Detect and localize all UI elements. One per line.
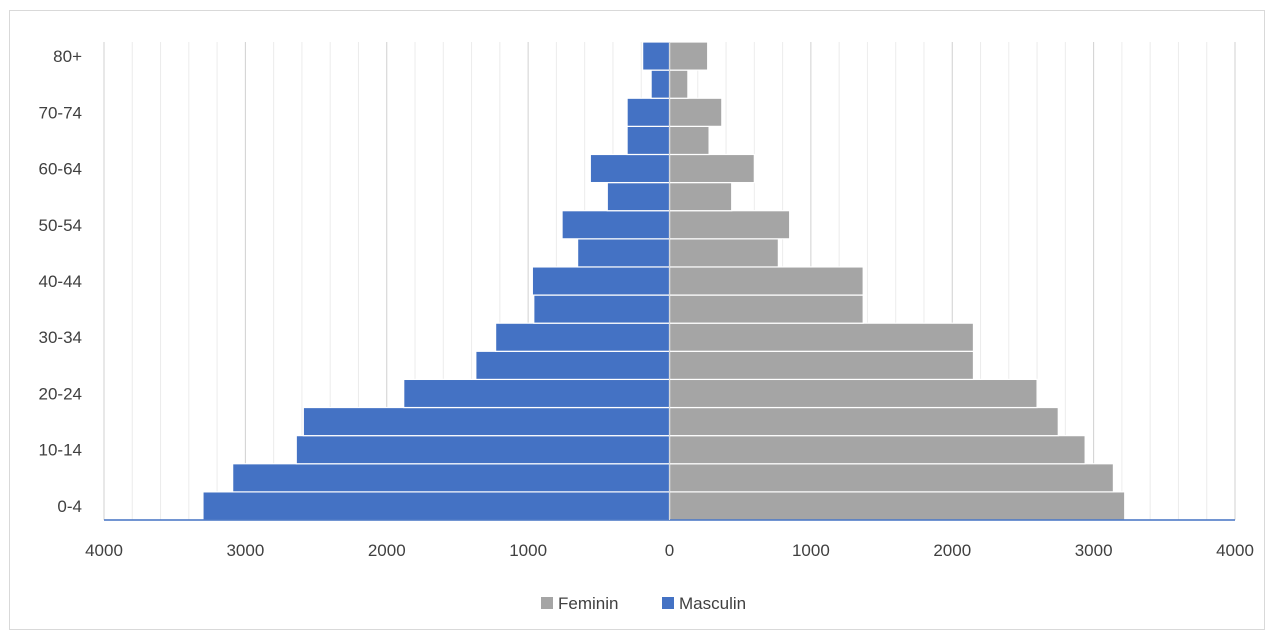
bar-masculin-60-64 <box>589 153 671 184</box>
bar-feminin-35-39 <box>668 294 864 324</box>
x-tick-label: 4000 <box>85 541 123 560</box>
bar-masculin-25-29 <box>475 350 671 381</box>
bar-masculin-55-59 <box>606 181 671 212</box>
bar-masculin-0-4 <box>202 491 671 521</box>
legend-swatch-masculin <box>662 597 674 609</box>
bar-feminin-20-24 <box>668 378 1038 409</box>
bar-masculin-15-19 <box>302 406 671 437</box>
y-tick-label: 0-4 <box>57 497 82 516</box>
bar-feminin-80+ <box>668 41 709 71</box>
bar-masculin-80+ <box>642 41 671 71</box>
bar-masculin-65-69 <box>626 125 671 156</box>
bars <box>202 41 1126 521</box>
y-tick-label: 20-24 <box>39 384 82 403</box>
bar-feminin-70-74 <box>668 97 723 127</box>
bar-feminin-50-54 <box>668 210 791 240</box>
y-tick-label: 10-14 <box>39 441 82 460</box>
x-tick-label: 2000 <box>933 541 971 560</box>
y-tick-label: 80+ <box>53 47 82 66</box>
bar-feminin-10-14 <box>668 435 1086 465</box>
bar-masculin-50-54 <box>561 210 671 240</box>
x-tick-label: 4000 <box>1216 541 1254 560</box>
bar-feminin-5-9 <box>668 463 1115 493</box>
bar-masculin-10-14 <box>295 435 671 465</box>
x-tick-label: 3000 <box>226 541 264 560</box>
bar-feminin-40-44 <box>668 266 864 296</box>
bar-masculin-75-79 <box>650 69 671 99</box>
legend: Feminin Masculin <box>541 594 746 613</box>
bar-masculin-35-39 <box>533 294 671 324</box>
bar-masculin-20-24 <box>403 378 671 409</box>
y-tick-label: 50-54 <box>39 216 82 235</box>
bar-feminin-25-29 <box>668 350 975 381</box>
bar-feminin-75-79 <box>668 69 689 99</box>
bar-feminin-45-49 <box>668 238 779 268</box>
bar-masculin-70-74 <box>626 97 671 127</box>
y-tick-label: 60-64 <box>39 160 82 179</box>
x-tick-label: 3000 <box>1075 541 1113 560</box>
y-axis-ticks: 0-4 10-14 20-24 30-34 40-44 50-54 60-64 70-74 80… <box>39 47 83 516</box>
bar-masculin-30-34 <box>495 322 671 352</box>
legend-label-feminin: Feminin <box>558 594 618 613</box>
legend-label-masculin: Masculin <box>679 594 746 613</box>
axes <box>104 42 1235 521</box>
y-tick-label: 30-34 <box>39 328 82 347</box>
bar-feminin-0-4 <box>668 491 1126 521</box>
bar-masculin-40-44 <box>531 266 671 296</box>
legend-swatch-feminin <box>541 597 553 609</box>
x-axis-ticks: 4000 3000 2000 1000 0 1000 2000 3000 4000 <box>85 541 1254 560</box>
y-tick-label: 40-44 <box>39 272 82 291</box>
x-tick-label: 1000 <box>509 541 547 560</box>
x-tick-label: 0 <box>665 541 674 560</box>
bar-masculin-45-49 <box>577 238 671 268</box>
y-tick-label: 70-74 <box>39 103 82 122</box>
bar-feminin-60-64 <box>668 153 755 184</box>
bar-masculin-5-9 <box>232 463 671 493</box>
bar-feminin-65-69 <box>668 125 710 156</box>
bar-feminin-15-19 <box>668 406 1059 437</box>
bar-feminin-55-59 <box>668 181 733 212</box>
x-tick-label: 2000 <box>368 541 406 560</box>
bar-feminin-30-34 <box>668 322 975 352</box>
x-tick-label: 1000 <box>792 541 830 560</box>
